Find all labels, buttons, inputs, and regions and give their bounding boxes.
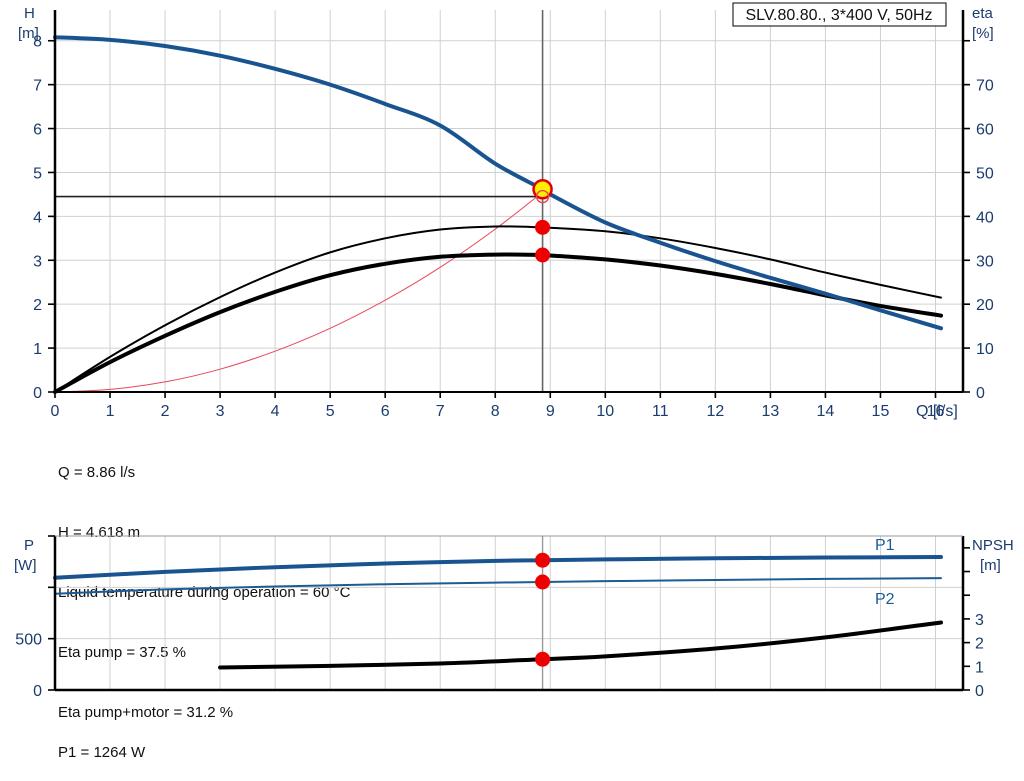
x-tick-label: 5 [326,403,335,420]
system-curve-point [535,189,550,204]
y-left-tick-label: 6 [33,122,42,139]
grid-lines [54,10,963,392]
x-tick-label: 13 [761,403,779,420]
y-left-tick-label: 500 [15,632,42,649]
x-tick-label: 2 [161,403,170,420]
head-curve [53,35,943,331]
eta-pump-point[interactable] [535,219,551,235]
chart-title-box: SLV.80.80., 3*400 V, 50Hz [732,2,947,27]
x-tick-label: 10 [596,403,614,420]
y-right-tick-label: 0 [976,385,985,402]
y-right-axis-title: NPSH [972,537,1014,554]
y-left-tick-label: 4 [33,209,42,226]
npsh-duty-point[interactable] [535,651,551,667]
y-left-tick-label: 5 [33,165,42,182]
p2-duty-point[interactable] [535,574,551,590]
y-right-tick-label: 2 [975,636,984,653]
x-tick-label: 6 [381,403,390,420]
title-box-label: SLV.80.80., 3*400 V, 50Hz [745,7,932,24]
y-left-tick-label: 3 [33,253,42,270]
liquid-temperature-text: Liquid temperature during operation = 60… [58,584,351,601]
y-left-axis-unit: [W] [14,557,37,574]
y-left-tick-label: 0 [33,385,42,402]
x-tick-label: 11 [652,403,669,420]
duty-head-text: H = 4.618 m [58,524,141,541]
y-left-tick-label: 1 [33,341,42,358]
y-right-tick-label: 20 [976,297,994,314]
eta-pump-motor-point[interactable] [535,247,551,263]
duty-flow-text: Q = 8.86 l/s [58,464,136,481]
duty-guide-lines [55,10,544,392]
x-tick-label: 15 [872,403,890,420]
y-right-tick-label: 0 [975,683,984,700]
y-right-tick-label: 40 [976,209,994,226]
p1-value-text: P1 = 1264 W [58,744,146,761]
y-right-axis-unit: [m] [980,557,1001,574]
top-chart-group: 0 1 2 3 4 5 6 7 8 9 10 11 12 13 14 15 160123456780102030… [18,2,994,420]
y-right-tick-label: 3 [975,612,984,629]
x-tick-label: 14 [817,403,835,420]
eta-pump-text: Eta pump = 37.5 % [58,644,186,661]
system-curve [54,191,543,393]
x-axis-title: Q [l/s] [916,403,958,420]
x-tick-label: 8 [491,403,500,420]
x-tick-label: 7 [436,403,445,420]
y-left-tick-label: 7 [33,78,42,95]
y-left-tick-label: 8 [33,34,42,51]
power-info: P1 = 1264 W P2 = 1052 W NPSH = 1.3 m [58,703,154,781]
x-tick-label: 4 [271,403,280,420]
p2-curve [54,577,942,595]
p2-curve-label: P2 [875,591,895,608]
duty-point-info: Q = 8.86 l/s H = 4.618 m Liquid temperat… [58,423,350,763]
x-tick-label: 9 [546,403,555,420]
x-tick-label: 1 [106,403,115,420]
y-right-axis-unit: [%] [972,25,994,42]
y-left-tick-label: 0 [33,683,42,700]
x-tick-label: 3 [216,403,225,420]
p1-curve-label: P1 [875,537,895,554]
y-right-tick-label: 50 [976,165,994,182]
y-right-tick-label: 30 [976,253,994,270]
y-left-axis-title: H [24,5,35,22]
y-left-axis-title: P [24,537,34,554]
y-left-tick-label: 2 [33,297,42,314]
title-box-border [732,2,947,27]
y-left-axis-unit: [m] [18,25,39,42]
y-right-tick-label: 60 [976,122,994,139]
eta-pump-motor-text: Eta pump+motor = 31.2 % [58,704,234,721]
x-tick-label: 0 [51,403,60,420]
y-right-axis-title: eta [972,5,994,22]
eta-pump-curve [54,225,942,393]
y-right-tick-label: 70 [976,78,994,95]
p1-duty-point[interactable] [535,552,551,568]
x-tick-label: 12 [706,403,724,420]
power-npsh-chart: 0 500 0 1 2 3 P [W] NPSH [m] P1 P2 [14,535,1014,700]
x-tick-label: 16 [927,403,945,420]
bottom-chart-group: 0 500 0 1 2 3 P [W] NPSH [m] P1 P2 [14,535,1014,700]
y-right-tick-label: 10 [976,341,994,358]
head-efficiency-chart: 0 1 2 3 4 5 6 7 8 9 10 11 12 13 14 15 160123456780102030… [18,2,994,420]
y-right-tick-label: 1 [975,659,984,676]
p1-curve [53,554,943,580]
eta-pump-motor-curve [53,252,943,394]
npsh-curve [218,620,943,670]
